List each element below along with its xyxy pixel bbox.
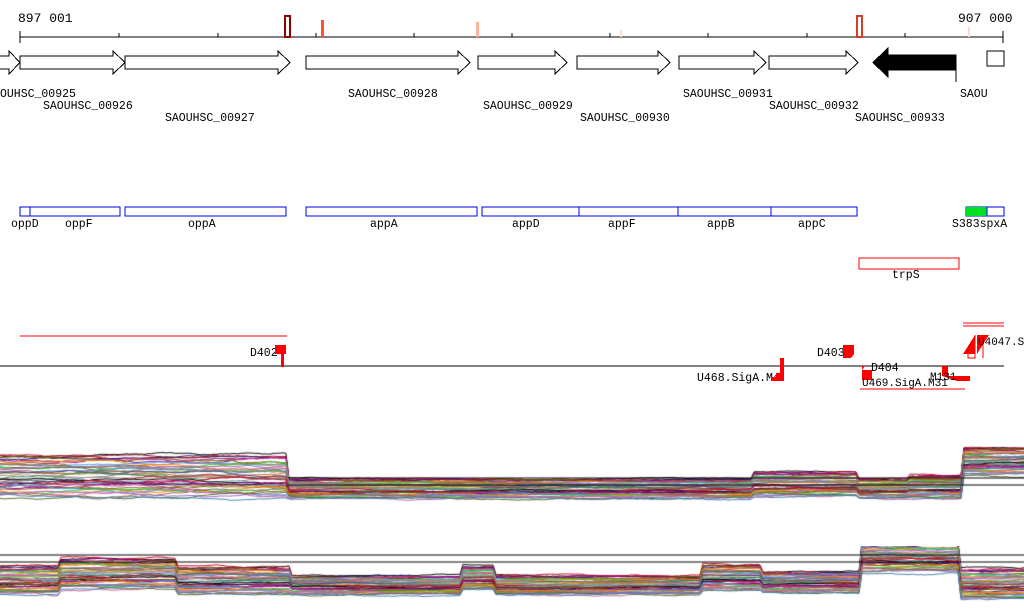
svg-text:SAOU: SAOU xyxy=(960,88,988,101)
svg-text:appF: appF xyxy=(608,218,636,231)
svg-text:U4047.SigA: U4047.SigA xyxy=(978,337,1024,349)
svg-text:appA: appA xyxy=(370,218,398,231)
svg-text:SAOUHSC_00927: SAOUHSC_00927 xyxy=(165,112,255,125)
svg-text:D404: D404 xyxy=(871,362,899,375)
svg-text:S383spxA: S383spxA xyxy=(952,218,1007,231)
svg-text:D403: D403 xyxy=(817,347,845,360)
svg-text:trpS: trpS xyxy=(892,269,920,282)
svg-text:SAOUHSC_00930: SAOUHSC_00930 xyxy=(580,112,670,125)
svg-text:appD: appD xyxy=(512,218,540,231)
svg-text:oppF: oppF xyxy=(65,218,93,231)
svg-text:897 001: 897 001 xyxy=(18,11,73,26)
svg-text:SAOUHSC_00928: SAOUHSC_00928 xyxy=(348,88,438,101)
svg-text:SAOUHSC_00926: SAOUHSC_00926 xyxy=(43,100,133,113)
svg-text:SAOUHSC_00929: SAOUHSC_00929 xyxy=(483,100,573,113)
svg-text:M131: M131 xyxy=(930,372,957,384)
svg-text:oppD: oppD xyxy=(11,218,39,231)
svg-text:U468.SigA.M4: U468.SigA.M4 xyxy=(697,372,780,385)
svg-text:oppA: oppA xyxy=(188,218,216,231)
svg-text:SAOUHSC_00932: SAOUHSC_00932 xyxy=(769,100,859,113)
svg-text:907 000: 907 000 xyxy=(958,11,1013,26)
svg-text:SAOUHSC_00931: SAOUHSC_00931 xyxy=(683,88,773,101)
svg-text:SAOUHSC_00933: SAOUHSC_00933 xyxy=(855,112,945,125)
svg-text:appC: appC xyxy=(798,218,826,231)
svg-text:appB: appB xyxy=(707,218,735,231)
svg-text:D402: D402 xyxy=(250,347,278,360)
